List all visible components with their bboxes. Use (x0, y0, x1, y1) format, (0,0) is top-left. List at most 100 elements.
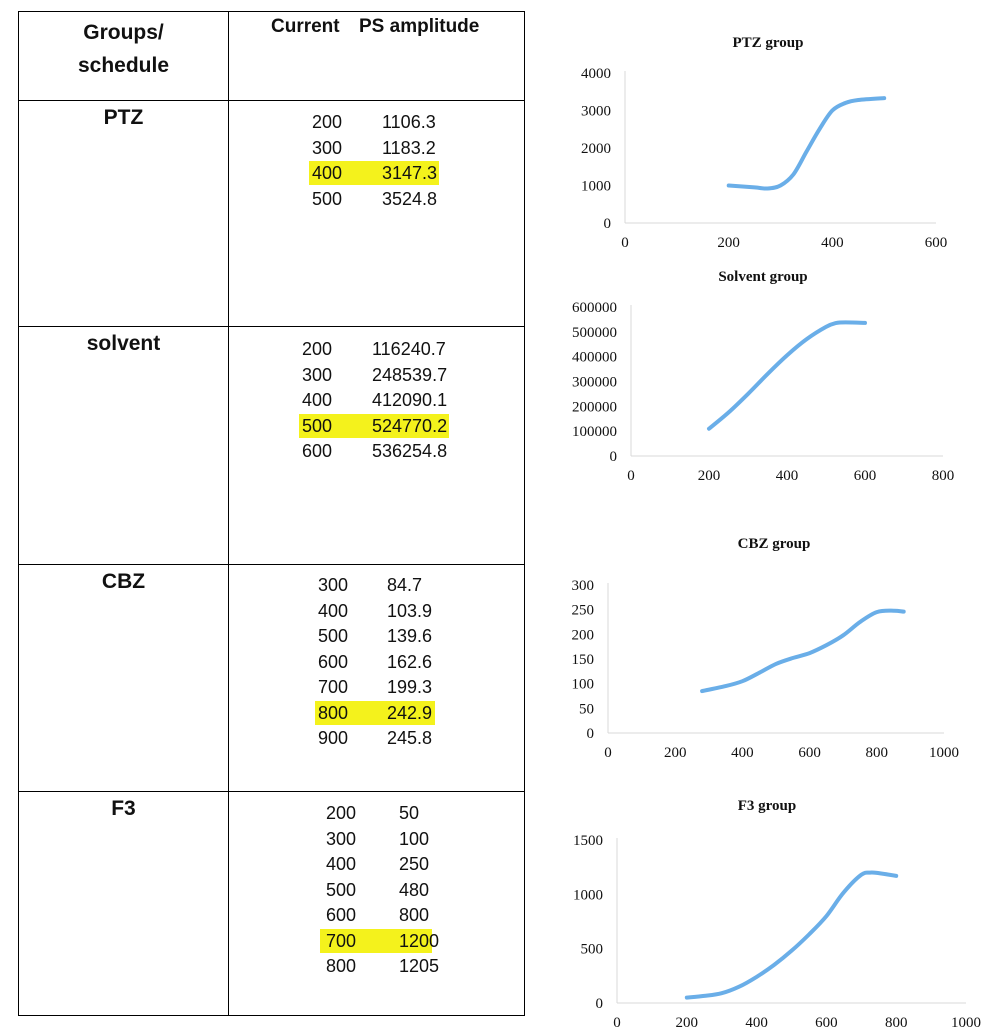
x-tick-label: 200 (698, 468, 721, 484)
y-tick-label: 150 (572, 652, 595, 668)
table-row: 300 1183.2 (309, 136, 439, 160)
current-cell: 300 (302, 364, 333, 385)
current-cell: 500 (326, 879, 357, 900)
current-cell: 600 (302, 441, 333, 461)
x-tick-label: 400 (776, 468, 799, 484)
y-tick-label: 1500 (573, 833, 603, 849)
y-tick-label: 4000 (581, 66, 611, 82)
ps-amplitude-cell: 1183.2 (382, 137, 436, 158)
y-tick-label: 300 (572, 578, 595, 594)
ps-amplitude-cell: 3147.3 (382, 163, 438, 183)
table-row-highlighted: 800 242.9 (315, 700, 435, 725)
y-tick-label: 3000 (581, 104, 611, 120)
y-tick-label: 2000 (581, 141, 611, 157)
table-row: 600 800 (320, 903, 432, 927)
header-groups: Groups/ schedule (19, 16, 228, 82)
ps-amplitude-cell: 116240.7 (372, 339, 446, 359)
table-row-highlighted: 500 524770.2 (299, 413, 449, 438)
ps-amplitude-cell: 524770.2 (372, 415, 448, 436)
y-tick-label: 500 (581, 942, 604, 958)
table-row: 300 100 (320, 827, 432, 851)
chart-title: CBZ group (738, 536, 811, 552)
current-cell: 700 (318, 677, 349, 697)
table-row: 200 50 (320, 801, 432, 825)
x-tick-label: 1000 (929, 745, 959, 761)
series-line (700, 608, 906, 694)
table-row-highlighted: 400 3147.3 (309, 161, 439, 185)
ps-amplitude-cell: 50 (399, 803, 420, 823)
y-tick-label: 600000 (572, 300, 617, 316)
row-divider (19, 791, 524, 792)
current-cell: 500 (312, 188, 343, 209)
ps-amplitude-cell: 248539.7 (372, 364, 448, 385)
x-tick-label: 600 (925, 235, 948, 251)
ps-amplitude-cell: 245.8 (387, 728, 433, 748)
x-tick-label: 200 (717, 235, 740, 251)
ps-amplitude-cell: 250 (399, 854, 430, 874)
ps-amplitude-cell: 100 (399, 828, 430, 849)
ps-amplitude-cell: 84.7 (387, 575, 423, 595)
ps-amplitude-cell: 162.6 (387, 651, 433, 672)
ps-amplitude-cell: 1200 (399, 930, 440, 951)
x-tick-label: 600 (854, 468, 877, 484)
x-tick-label: 800 (932, 468, 955, 484)
y-tick-label: 500000 (572, 325, 617, 341)
x-tick-label: 0 (621, 235, 629, 251)
current-cell: 400 (302, 390, 333, 410)
x-tick-label: 200 (664, 745, 687, 761)
table-row: 500 480 (320, 878, 432, 902)
chart-title: Solvent group (718, 269, 807, 285)
table-row-highlighted: 700 1200 (320, 928, 439, 953)
row-divider (19, 326, 524, 327)
current-cell: 600 (318, 651, 349, 672)
series-line (684, 870, 899, 1000)
ps-amplitude-cell: 3524.8 (382, 188, 438, 209)
current-cell: 800 (318, 702, 349, 723)
y-tick-label: 200000 (572, 399, 617, 415)
table-row: 200 1106.3 (309, 110, 439, 134)
current-cell: 500 (318, 626, 349, 646)
data-table: Groups/ schedule Current PS amplitude PT… (18, 11, 525, 1016)
series-line (726, 96, 887, 191)
series-line (707, 320, 867, 431)
group-name: CBZ (101, 570, 146, 593)
header-groups-line2: schedule (77, 54, 170, 77)
current-cell: 300 (318, 575, 349, 595)
x-tick-label: 800 (885, 1015, 908, 1031)
current-cell: 800 (326, 956, 357, 976)
current-cell: 400 (326, 854, 357, 874)
y-tick-label: 1000 (581, 179, 611, 195)
y-tick-label: 0 (610, 449, 618, 465)
current-cell: 200 (302, 339, 333, 359)
table-row: 500 3524.8 (309, 187, 439, 211)
table-row: 600 162.6 (315, 650, 435, 674)
ps-amplitude-cell: 199.3 (387, 677, 433, 697)
ps-amplitude-cell: 1205 (399, 956, 440, 976)
group-name: PTZ (103, 106, 144, 129)
x-tick-label: 600 (815, 1015, 838, 1031)
y-tick-label: 50 (579, 701, 594, 717)
table-row: 400 250 (320, 852, 432, 876)
table-row: 500 139.6 (315, 624, 435, 648)
y-tick-label: 100000 (572, 424, 617, 440)
current-cell: 500 (302, 415, 333, 436)
table-row: 200 116240.7 (299, 337, 449, 361)
group-name: F3 (111, 797, 136, 820)
x-tick-label: 600 (798, 745, 821, 761)
x-tick-label: 1000 (951, 1015, 981, 1031)
current-cell: 300 (312, 137, 343, 158)
y-tick-label: 400000 (572, 350, 617, 366)
x-tick-label: 0 (613, 1015, 621, 1031)
chart-title: PTZ group (733, 35, 804, 51)
ps-amplitude-cell: 103.9 (387, 600, 433, 621)
row-divider (19, 564, 524, 565)
current-cell: 200 (326, 803, 357, 823)
y-tick-label: 100 (572, 677, 595, 693)
current-cell: 700 (326, 930, 357, 951)
x-tick-label: 0 (627, 468, 635, 484)
ps-amplitude-cell: 139.6 (387, 626, 433, 646)
table-row: 800 1205 (320, 954, 439, 978)
x-tick-label: 800 (866, 745, 889, 761)
y-tick-label: 0 (587, 726, 595, 742)
